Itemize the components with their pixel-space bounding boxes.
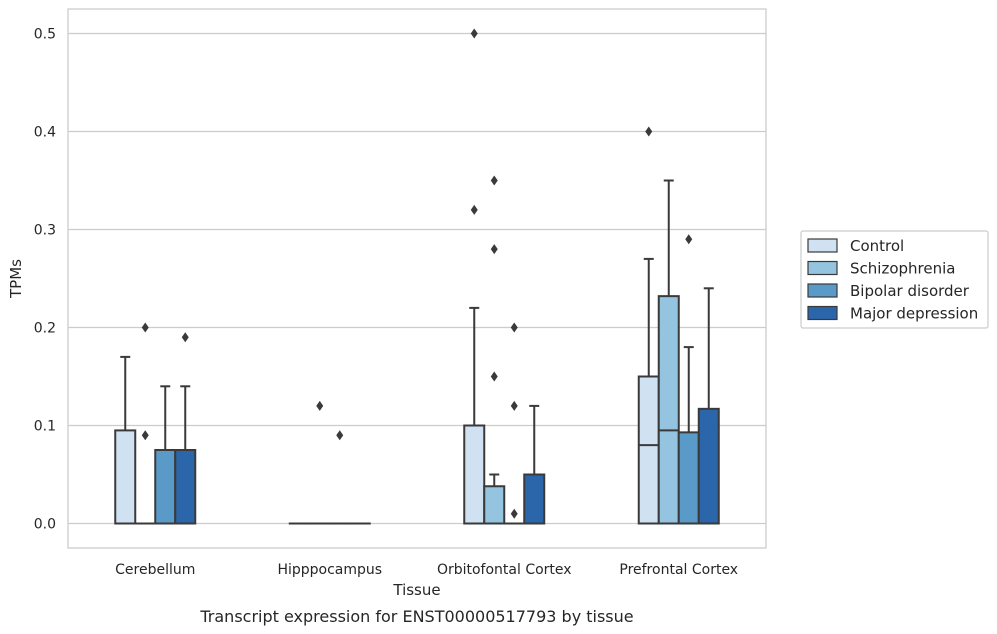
box-bipolar-disorder xyxy=(677,234,700,525)
plot-area-frame xyxy=(67,8,767,549)
legend-swatch xyxy=(807,283,838,298)
box-major-depression xyxy=(174,332,197,525)
legend-label: Major depression xyxy=(850,305,978,323)
x-axis-ticks: Cerebellum Hipppocampus Orbitofontal Corte… xyxy=(115,562,738,578)
outlier-point xyxy=(645,126,653,137)
outlier-point xyxy=(470,204,478,215)
x-axis-label: Tissue xyxy=(392,581,440,599)
outlier-point xyxy=(510,400,518,411)
legend-swatch xyxy=(807,305,838,321)
x-tick-label: Orbitofontal Cortex xyxy=(437,562,572,578)
outlier-point xyxy=(141,430,149,441)
box-control xyxy=(463,28,486,525)
box-schizophrenia xyxy=(483,175,506,525)
outlier-point xyxy=(336,430,344,441)
box-bipolar-disorder xyxy=(328,430,351,525)
box-schizophrenia xyxy=(134,322,157,525)
box-bipolar-disorder xyxy=(503,322,526,525)
box-schizophrenia xyxy=(308,400,331,525)
box-control xyxy=(637,126,660,525)
outlier-point xyxy=(181,332,189,343)
box-major-depression xyxy=(697,287,720,525)
legend-label: Control xyxy=(850,237,904,255)
outlier-point xyxy=(510,508,518,519)
y-tick-label: 0.1 xyxy=(34,419,56,435)
box-body xyxy=(174,449,197,525)
box-control xyxy=(114,355,137,525)
box-schizophrenia xyxy=(657,179,680,525)
x-tick-label: Prefrontal Cortex xyxy=(619,562,738,578)
legend: Control Schizophrenia Bipolar disorder Majo… xyxy=(800,230,989,329)
box-body xyxy=(154,449,177,525)
y-tick-label: 0.5 xyxy=(34,27,56,43)
box-bipolar-disorder xyxy=(154,385,177,525)
box-major-depression xyxy=(523,404,546,525)
box-body xyxy=(637,375,660,525)
y-tick-label: 0.2 xyxy=(34,321,56,337)
outlier-point xyxy=(141,322,149,333)
legend-label: Bipolar disorder xyxy=(850,282,970,300)
outlier-point xyxy=(316,400,324,411)
legend-label: Schizophrenia xyxy=(850,260,955,278)
x-tick-label: Cerebellum xyxy=(115,562,195,578)
y-tick-label: 0.0 xyxy=(34,517,56,533)
legend-frame xyxy=(800,230,989,329)
x-tick-label: Hipppocampus xyxy=(277,562,382,578)
box-body xyxy=(523,473,546,525)
outlier-point xyxy=(470,28,478,39)
outlier-point xyxy=(490,371,498,382)
outlier-point xyxy=(490,175,498,186)
box-body xyxy=(677,431,700,525)
plot-boxes xyxy=(114,28,720,525)
y-tick-label: 0.4 xyxy=(34,125,56,141)
box-body xyxy=(657,295,680,525)
box-body xyxy=(463,424,486,525)
legend-swatch xyxy=(807,260,838,276)
box-body xyxy=(483,485,506,525)
legend-swatch xyxy=(807,238,838,253)
outlier-point xyxy=(685,234,693,245)
y-axis-ticks: 0.0 0.1 0.2 0.3 0.4 0.5 xyxy=(34,27,56,533)
chart-caption: Transcript expression for ENST0000051779… xyxy=(199,607,633,626)
box-body xyxy=(114,429,137,525)
box-body xyxy=(697,407,720,525)
outlier-point xyxy=(510,322,518,333)
y-axis-label: TPMs xyxy=(7,259,25,299)
outlier-point xyxy=(490,244,498,255)
y-tick-label: 0.3 xyxy=(34,223,56,239)
